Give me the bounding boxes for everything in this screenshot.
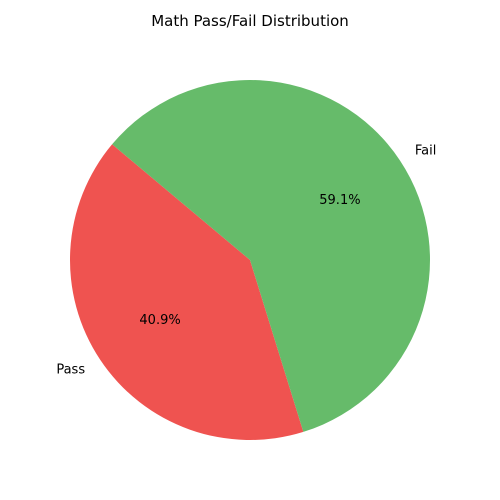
chart-title: Math Pass/Fail Distribution xyxy=(151,12,349,30)
slice-label-fail: Fail xyxy=(415,143,436,158)
pct-label-fail: 59.1% xyxy=(319,193,360,208)
pie-slice-pass xyxy=(70,144,304,440)
slice-label-pass: Pass xyxy=(56,363,85,378)
pie-slices xyxy=(70,79,431,440)
pct-label-pass: 40.9% xyxy=(139,313,180,328)
pie-slice-fail xyxy=(112,79,431,432)
pie-labels: Pass 40.9% Fail 59.1% xyxy=(56,143,436,377)
